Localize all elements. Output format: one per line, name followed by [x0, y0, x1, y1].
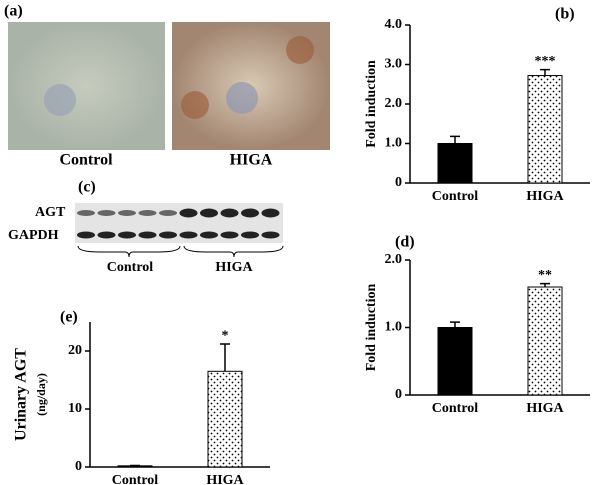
significance: ***	[535, 54, 556, 69]
y-axis-label: Fold induction	[364, 60, 379, 148]
x-tick-label: HIGA	[206, 473, 244, 485]
band	[118, 210, 136, 216]
error-bar	[450, 135, 460, 144]
bar	[437, 143, 473, 184]
x-tick-label: Control	[432, 401, 479, 416]
panel-label: (e)	[60, 309, 78, 326]
y-tick-label: 10	[68, 401, 82, 416]
bar	[527, 286, 563, 396]
glomerulus	[44, 84, 76, 116]
x-tick-label: HIGA	[526, 189, 564, 204]
y-tick-label: 4.0	[385, 17, 403, 32]
band	[241, 231, 259, 239]
panel-label: (a)	[4, 3, 23, 20]
bar	[207, 370, 243, 468]
bar	[437, 327, 473, 396]
band	[261, 231, 280, 239]
band	[77, 231, 95, 239]
band	[118, 231, 136, 239]
y-axis-label: Urinary AGT	[13, 348, 30, 441]
blot-group-label: Control	[107, 260, 154, 275]
image-caption: HIGA	[230, 152, 273, 169]
panel-label: (c)	[78, 179, 96, 196]
y-axis-label: Fold induction	[364, 284, 379, 372]
y-tick-label: 0	[75, 459, 82, 474]
y-axis-unit: (ng/day)	[34, 373, 48, 416]
band	[241, 208, 259, 218]
stained-tubule	[286, 36, 314, 64]
micrograph	[8, 22, 165, 150]
band	[97, 210, 116, 216]
panel-label: (b)	[555, 6, 575, 23]
y-tick-label: 1.0	[385, 136, 403, 151]
band	[159, 231, 177, 239]
significance: **	[538, 268, 552, 283]
bar	[527, 75, 563, 184]
y-tick-label: 0	[395, 175, 402, 190]
band	[138, 231, 157, 239]
x-tick-label: Control	[112, 473, 159, 485]
error-bar	[220, 343, 230, 372]
brace	[77, 245, 181, 258]
significance: *	[222, 328, 229, 343]
band	[200, 231, 218, 239]
band	[159, 210, 177, 216]
x-tick-label: Control	[432, 189, 479, 204]
band	[200, 208, 218, 218]
band	[220, 231, 239, 239]
y-tick-label: 2.0	[385, 96, 403, 111]
error-bar	[540, 68, 550, 76]
band	[261, 208, 280, 218]
x-tick-label: HIGA	[526, 401, 564, 416]
y-tick-label: 3.0	[385, 57, 403, 72]
image-caption: Control	[59, 152, 113, 169]
y-tick-label: 1.0	[385, 320, 403, 335]
band	[220, 208, 239, 218]
band	[77, 210, 95, 216]
blot-row-label: GAPDH	[8, 228, 59, 243]
blot-group-label: HIGA	[215, 260, 253, 275]
glomerulus	[226, 82, 258, 114]
y-tick-label: 2.0	[385, 252, 403, 267]
stained-tubule	[181, 91, 209, 119]
blot-row-label: AGT	[35, 205, 66, 220]
band	[179, 208, 198, 218]
error-bar	[450, 321, 460, 328]
y-tick-label: 20	[68, 343, 82, 358]
band	[97, 231, 116, 239]
error-bar	[540, 282, 550, 287]
band	[138, 210, 157, 216]
y-tick-label: 0	[395, 387, 402, 402]
brace	[183, 245, 284, 258]
band	[179, 231, 198, 239]
panel-label: (d)	[395, 234, 415, 251]
